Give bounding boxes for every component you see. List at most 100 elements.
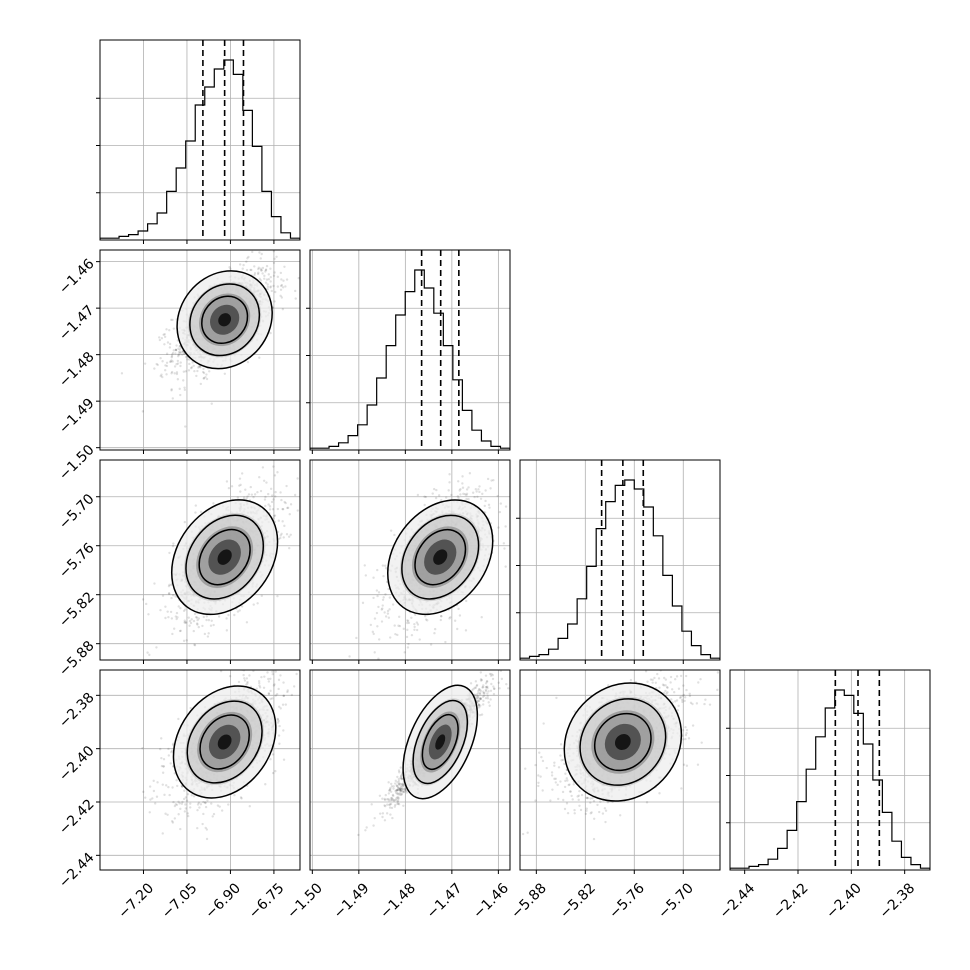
sample-point — [171, 632, 174, 636]
contour-0 — [386, 499, 494, 616]
sample-point — [198, 806, 201, 809]
sample-point — [239, 490, 242, 493]
sample-point — [201, 624, 204, 628]
sample-point — [174, 615, 178, 618]
sample-point — [153, 582, 156, 585]
sample-point — [279, 294, 282, 298]
sample-point — [497, 526, 500, 529]
sample-point — [372, 632, 375, 636]
sample-point — [468, 472, 472, 475]
sample-point — [478, 485, 481, 488]
sample-point — [256, 272, 260, 276]
sample-point — [242, 263, 245, 267]
sample-point — [264, 268, 268, 272]
sample-point — [280, 532, 283, 536]
sample-point — [162, 333, 165, 336]
sample-point — [205, 615, 208, 618]
sample-point — [170, 356, 173, 359]
sample-point — [266, 288, 269, 291]
sample-point — [316, 438, 318, 440]
sample-point — [205, 618, 208, 622]
sample-point — [172, 327, 176, 330]
sample-point — [258, 651, 260, 653]
sample-point — [453, 619, 457, 622]
sample-point — [267, 278, 271, 281]
sample-point — [236, 496, 240, 499]
sample-point — [265, 278, 269, 281]
sample-point — [371, 630, 375, 634]
sample-point — [164, 364, 167, 367]
sample-point — [285, 278, 289, 281]
sample-point — [184, 370, 188, 373]
sample-point — [238, 263, 242, 266]
sample-point — [382, 596, 385, 599]
sample-point — [435, 488, 438, 492]
sample-point — [276, 721, 280, 724]
sample-point — [449, 616, 452, 619]
sample-point — [246, 495, 249, 498]
sample-point — [238, 477, 242, 480]
sample-point — [156, 363, 159, 367]
sample-point — [258, 356, 261, 359]
sample-point — [163, 368, 167, 372]
sample-point — [218, 805, 221, 808]
sample-point — [178, 387, 181, 391]
sample-point — [177, 347, 180, 350]
sample-point — [197, 365, 201, 368]
sample-point — [282, 279, 285, 282]
sample-point — [186, 358, 189, 361]
sample-point — [217, 615, 221, 618]
sample-point — [192, 619, 196, 623]
sample-point — [273, 514, 277, 517]
sample-point — [164, 616, 167, 620]
sample-point — [165, 364, 169, 368]
sample-point — [167, 615, 170, 619]
histogram-panel-0 — [96, 39, 301, 244]
sample-point — [283, 500, 286, 504]
sample-point — [203, 632, 207, 636]
sample-point — [475, 490, 478, 493]
sample-point — [196, 803, 200, 806]
sample-point — [355, 636, 358, 640]
sample-point — [175, 363, 178, 366]
sample-point — [272, 465, 275, 468]
sample-point — [416, 493, 420, 497]
sample-point — [287, 535, 291, 538]
sample-point — [279, 491, 282, 494]
sample-point — [431, 492, 434, 495]
sample-point — [376, 625, 379, 628]
sample-point — [212, 812, 216, 816]
sample-point — [172, 542, 175, 545]
sample-point — [381, 564, 385, 567]
sample-point — [167, 754, 171, 757]
sample-point — [521, 492, 523, 494]
sample-point — [189, 366, 193, 370]
sample-point — [407, 621, 411, 625]
sample-point — [256, 490, 259, 494]
sample-point — [228, 266, 231, 269]
sample-point — [516, 495, 518, 497]
sample-point — [406, 628, 409, 632]
sample-point — [144, 796, 147, 799]
sample-point — [178, 348, 181, 351]
sample-point — [155, 646, 158, 649]
sample-point — [186, 793, 190, 796]
sample-point — [195, 622, 199, 625]
sample-point — [183, 388, 187, 392]
sample-point — [410, 616, 413, 619]
contour-0 — [176, 270, 273, 370]
sample-point — [276, 471, 279, 474]
sample-point — [483, 504, 486, 508]
sample-point — [179, 606, 182, 610]
sample-point — [280, 498, 283, 502]
sample-point — [176, 362, 180, 365]
panel-frame — [99, 249, 301, 451]
sample-point — [372, 576, 375, 579]
sample-point — [171, 786, 174, 789]
sample-point — [474, 488, 478, 491]
sample-point — [261, 272, 264, 275]
sample-point — [258, 476, 261, 479]
sample-point — [448, 473, 451, 476]
y-tick-label: −1.49 — [56, 396, 98, 438]
sample-point — [273, 300, 276, 303]
